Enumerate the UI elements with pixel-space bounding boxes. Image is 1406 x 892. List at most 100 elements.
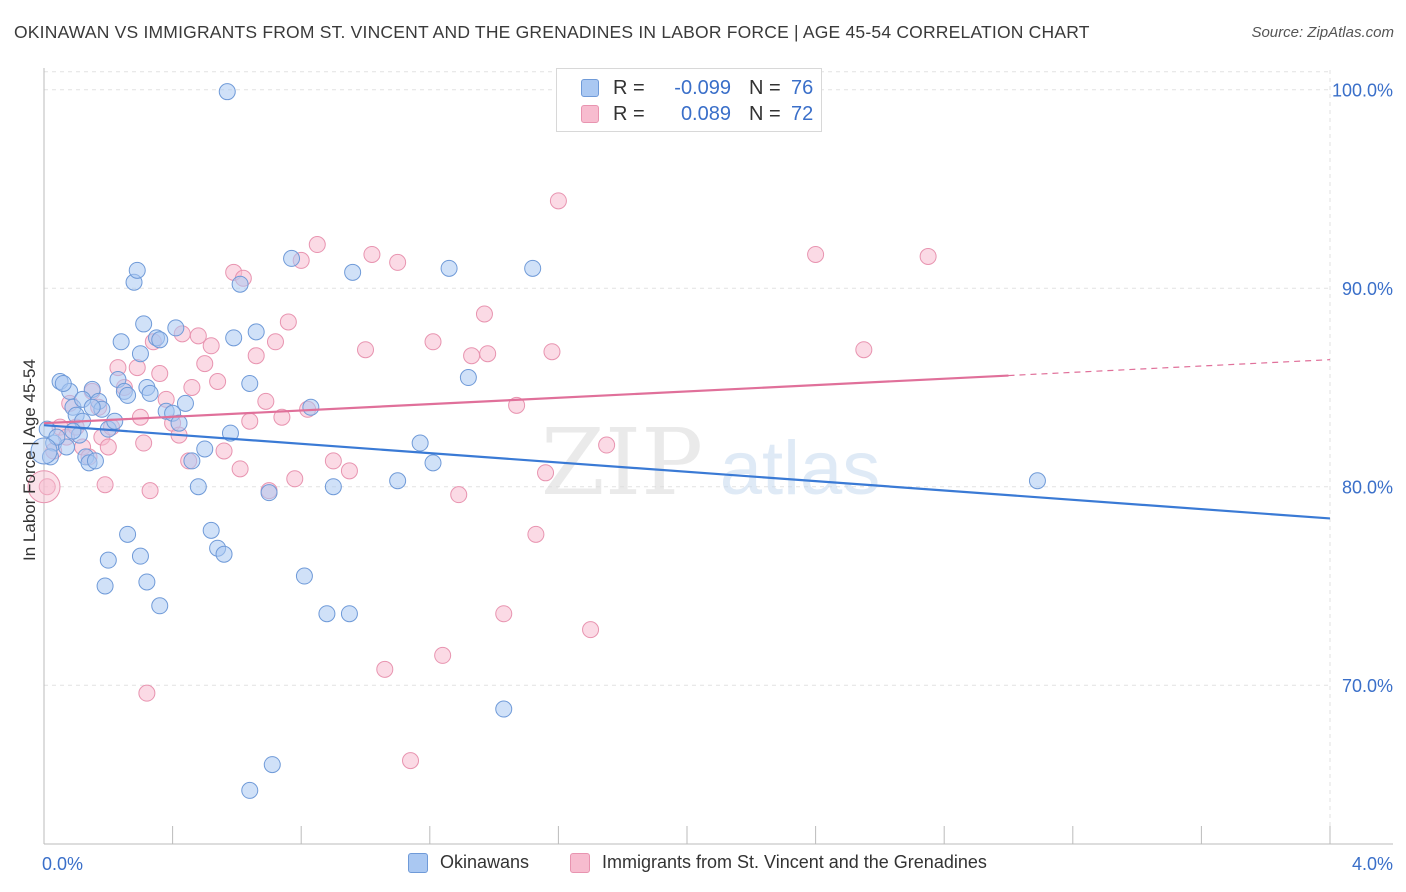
okinawans-point [241,781,259,799]
okinawans-point [64,422,82,440]
immigrants-point [128,359,146,377]
okinawans-point [54,374,72,392]
immigrants-point [209,372,227,390]
trend-lines [43,359,1331,520]
immigrants-point [266,333,284,351]
okinawans-point [459,369,477,387]
okinawans-legend-swatch [408,852,428,873]
okinawans-point [151,597,169,615]
immigrants-point [434,646,452,664]
okinawans-trend-line [43,424,1331,520]
okinawans-point [183,452,201,470]
immigrants-point [582,621,600,639]
watermark-atlas: atlas [720,426,881,511]
y-tick-label: 90.0% [1342,279,1393,299]
immigrants-point [257,392,275,410]
immigrants-point [340,462,358,480]
okinawans-point [411,434,429,452]
immigrants-point [807,245,825,263]
immigrants-point [479,345,497,363]
okinawans-point [247,323,265,341]
immigrants-point [598,436,616,454]
n-label: N = [749,76,781,99]
okinawans-point [295,567,313,585]
immigrants-point [241,412,259,430]
immigrants-trend-line [43,374,1009,425]
tick-labels: 70.0% 80.0% 90.0% 100.0% 0.0% 4.0% [42,81,1393,874]
okinawans-point [106,412,124,430]
okinawans-point [524,259,542,277]
immigrants-point [537,464,555,482]
x-tick-label: 4.0% [1352,854,1393,874]
okinawans-point [151,331,169,349]
immigrants-point [543,343,561,361]
immigrants-point [135,434,153,452]
okinawans-point [96,577,114,595]
okinawans-legend-label: Okinawans [440,852,530,872]
okinawans-point [196,440,214,458]
immigrants-point [389,253,407,271]
immigrants-point [919,247,937,265]
okinawans-n-value: 76 [791,76,814,99]
okinawans-point [495,700,513,718]
okinawans-point [263,756,281,774]
y-axis-label: In Labor Force | Age 45-54 [20,359,39,561]
immigrants-point [527,525,545,543]
okinawans-point [221,424,239,442]
x-tick-label: 0.0% [42,854,83,874]
okinawans-point [83,398,101,416]
okinawans-point [176,394,194,412]
okinawans-point [202,521,220,539]
immigrants-legend-label: Immigrants from St. Vincent and the Gren… [602,852,987,872]
immigrants-point [247,347,265,365]
okinawans-swatch [581,79,599,97]
okinawans-point [225,329,243,347]
immigrants-point [196,355,214,373]
y-tick-label: 80.0% [1342,478,1393,498]
okinawans-r-value: -0.099 [674,76,731,99]
okinawans-point [167,319,185,337]
okinawans-point [1028,472,1046,490]
immigrants-point [202,337,220,355]
okinawans-point [99,551,117,569]
immigrants-point [363,245,381,263]
watermark: ZIP atlas [541,409,880,516]
okinawans-point [86,452,104,470]
legend-item-okinawans: Okinawans [408,852,529,873]
immigrants-point [324,452,342,470]
immigrants-point [308,236,326,254]
okinawans-point [41,448,59,466]
immigrants-swatch [581,105,599,123]
okinawans-point [302,398,320,416]
immigrants-point [376,660,394,678]
okinawans-point [119,386,137,404]
okinawans-point [241,374,259,392]
immigrants-point [189,327,207,345]
legend-row-immigrants: R = 0.089 N = 72 [581,101,813,127]
immigrants-point [508,396,526,414]
n-label: N = [749,102,781,125]
correlation-legend: R = -0.099 N = 76 R = 0.089 N = 72 [556,68,822,132]
okinawans-point [389,472,407,490]
immigrants-trend-extension [1008,359,1331,377]
r-label: R = [613,102,645,125]
okinawans-point [440,259,458,277]
immigrants-point [141,482,159,500]
immigrants-n-value: 72 [791,102,814,125]
immigrants-point [286,470,304,488]
immigrants-point [463,347,481,365]
immigrants-point [138,684,156,702]
legend-item-immigrants: Immigrants from St. Vincent and the Gren… [570,852,987,873]
okinawans-point [112,333,130,351]
immigrants-point [450,486,468,504]
series-okinawans-points [30,83,1046,799]
okinawans-point [141,384,159,402]
immigrants-legend-swatch [570,852,590,873]
immigrants-point [424,333,442,351]
okinawans-point [138,573,156,591]
okinawans-point [340,605,358,623]
okinawans-point [215,545,233,563]
source-credit: Source: ZipAtlas.com [1251,24,1394,41]
okinawans-point-cluster [30,437,58,465]
